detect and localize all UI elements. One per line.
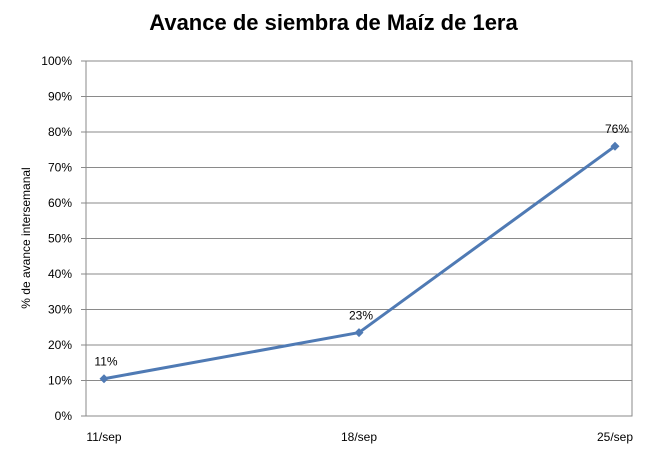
y-tick-label: 70%: [48, 161, 72, 175]
y-tick-label: 90%: [48, 90, 72, 104]
series: 11% 23% 76%: [94, 122, 629, 384]
data-label: 23%: [349, 309, 373, 323]
x-tick-label: 25/sep: [597, 430, 633, 444]
y-tick-label: 30%: [48, 303, 72, 317]
y-tick-label: 20%: [48, 338, 72, 352]
y-axis-ticks: 0% 10% 20% 30% 40% 50% 60% 70% 80% 90% 100%: [41, 54, 86, 423]
y-tick-label: 100%: [41, 54, 72, 68]
x-axis-ticks: 11/sep 18/sep 25/sep: [86, 430, 633, 444]
y-tick-label: 40%: [48, 267, 72, 281]
y-axis-title: % de avance intersemanal: [19, 167, 33, 308]
y-tick-label: 60%: [48, 196, 72, 210]
y-tick-label: 50%: [48, 232, 72, 246]
y-tick-label: 0%: [55, 409, 73, 423]
series-line: [103, 144, 616, 381]
data-point: [99, 374, 109, 384]
y-tick-label: 10%: [48, 374, 72, 388]
data-point: [354, 328, 364, 338]
data-point: [610, 141, 620, 151]
x-tick-label: 18/sep: [341, 430, 377, 444]
gridlines: [86, 96, 632, 381]
chart-title: Avance de siembra de Maíz de 1era: [149, 10, 518, 35]
x-tick-label: 11/sep: [86, 430, 121, 444]
data-label: 11%: [94, 355, 117, 369]
data-label: 76%: [605, 122, 629, 136]
y-tick-label: 80%: [48, 125, 72, 139]
